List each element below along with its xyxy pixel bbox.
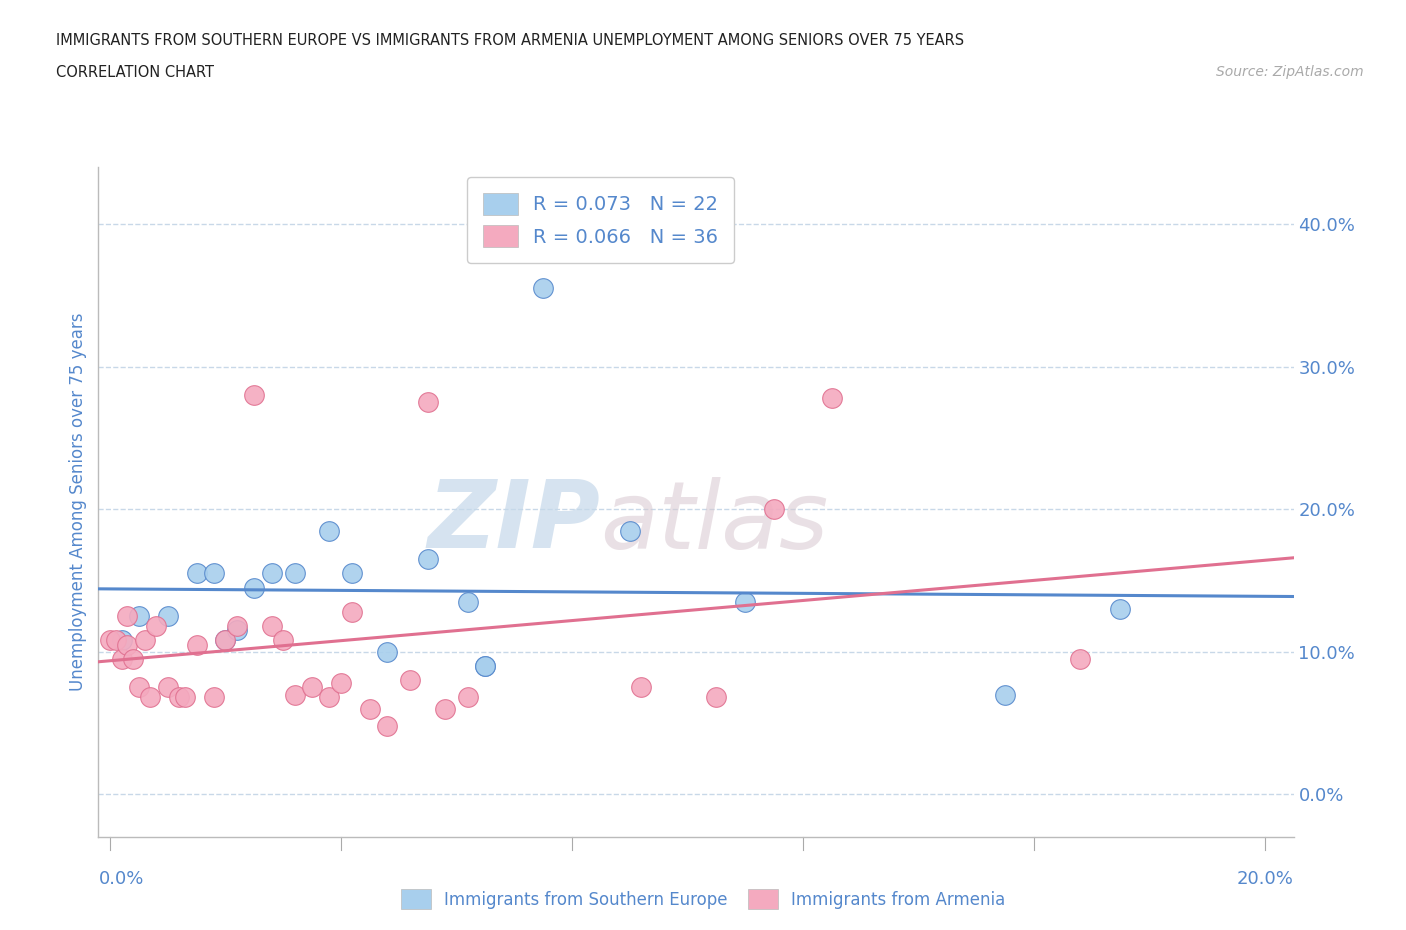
Point bbox=[186, 566, 208, 581]
Point bbox=[128, 609, 150, 624]
Text: CORRELATION CHART: CORRELATION CHART bbox=[56, 65, 214, 80]
Point bbox=[329, 676, 352, 691]
Point bbox=[375, 644, 398, 659]
Point bbox=[128, 680, 150, 695]
Text: atlas: atlas bbox=[600, 477, 828, 568]
Point bbox=[260, 618, 283, 633]
Point bbox=[994, 687, 1017, 702]
Point bbox=[243, 580, 266, 595]
Point bbox=[98, 633, 121, 648]
Point bbox=[284, 566, 307, 581]
Point bbox=[117, 637, 139, 652]
Point bbox=[243, 388, 266, 403]
Point bbox=[531, 281, 554, 296]
Y-axis label: Unemployment Among Seniors over 75 years: Unemployment Among Seniors over 75 years bbox=[69, 313, 87, 691]
Point bbox=[375, 719, 398, 734]
Point bbox=[474, 658, 496, 673]
Point bbox=[134, 633, 156, 648]
Point bbox=[318, 524, 340, 538]
Point bbox=[110, 652, 132, 667]
Point bbox=[110, 633, 132, 648]
Point bbox=[301, 680, 323, 695]
Point bbox=[226, 618, 249, 633]
Point bbox=[202, 566, 225, 581]
Point bbox=[214, 633, 236, 648]
Text: Source: ZipAtlas.com: Source: ZipAtlas.com bbox=[1216, 65, 1364, 79]
Point bbox=[359, 701, 381, 716]
Point bbox=[174, 690, 197, 705]
Text: 0.0%: 0.0% bbox=[98, 870, 143, 888]
Point bbox=[342, 604, 364, 619]
Point bbox=[156, 680, 179, 695]
Point bbox=[399, 672, 422, 687]
Legend: R = 0.073   N = 22, R = 0.066   N = 36: R = 0.073 N = 22, R = 0.066 N = 36 bbox=[467, 177, 734, 263]
Point bbox=[474, 658, 496, 673]
Point bbox=[416, 551, 439, 566]
Point bbox=[122, 652, 145, 667]
Point bbox=[117, 609, 139, 624]
Point bbox=[457, 594, 479, 609]
Legend: Immigrants from Southern Europe, Immigrants from Armenia: Immigrants from Southern Europe, Immigra… bbox=[392, 881, 1014, 917]
Text: IMMIGRANTS FROM SOUTHERN EUROPE VS IMMIGRANTS FROM ARMENIA UNEMPLOYMENT AMONG SE: IMMIGRANTS FROM SOUTHERN EUROPE VS IMMIG… bbox=[56, 33, 965, 47]
Point bbox=[156, 609, 179, 624]
Point bbox=[1109, 602, 1132, 617]
Point bbox=[433, 701, 456, 716]
Point bbox=[704, 690, 727, 705]
Text: ZIP: ZIP bbox=[427, 476, 600, 568]
Point bbox=[457, 690, 479, 705]
Point bbox=[416, 395, 439, 410]
Point bbox=[226, 623, 249, 638]
Point bbox=[214, 633, 236, 648]
Point bbox=[139, 690, 162, 705]
Point bbox=[202, 690, 225, 705]
Point bbox=[318, 690, 340, 705]
Point bbox=[186, 637, 208, 652]
Point bbox=[104, 633, 127, 648]
Point bbox=[260, 566, 283, 581]
Point bbox=[271, 633, 294, 648]
Point bbox=[342, 566, 364, 581]
Point bbox=[762, 502, 785, 517]
Point bbox=[1069, 652, 1091, 667]
Point bbox=[167, 690, 190, 705]
Point bbox=[734, 594, 756, 609]
Text: 20.0%: 20.0% bbox=[1237, 870, 1294, 888]
Point bbox=[820, 391, 842, 405]
Point bbox=[619, 524, 641, 538]
Point bbox=[145, 618, 167, 633]
Point bbox=[630, 680, 652, 695]
Point bbox=[284, 687, 307, 702]
